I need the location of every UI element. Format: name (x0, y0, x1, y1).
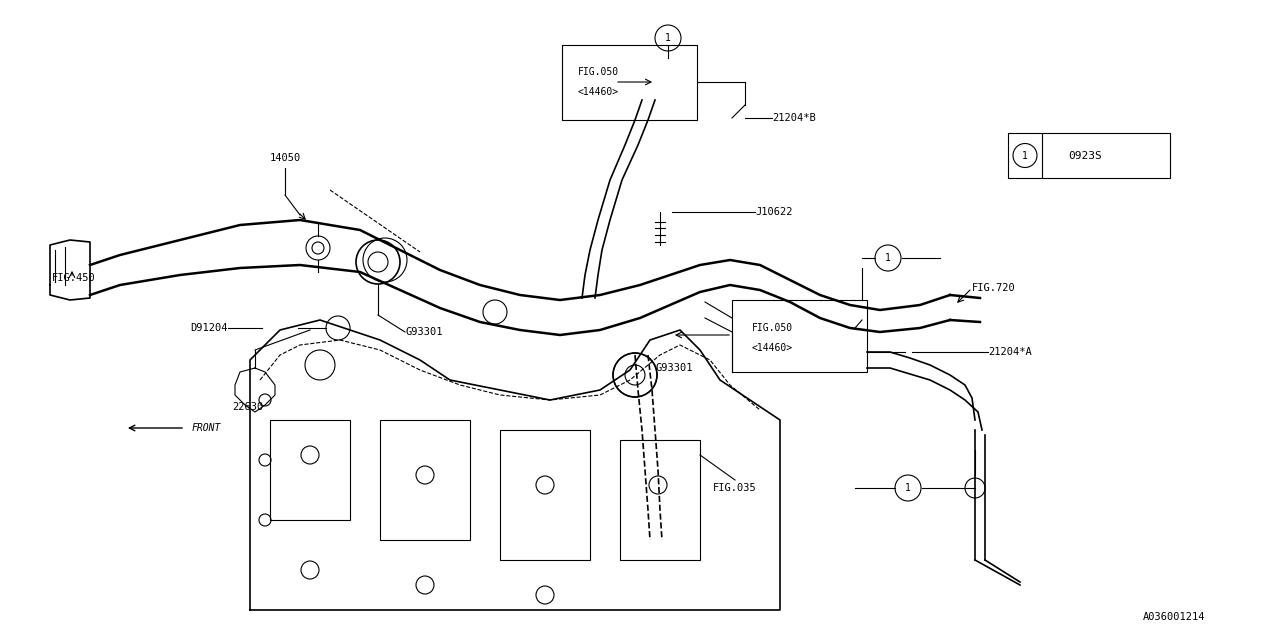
Text: FRONT: FRONT (192, 423, 221, 433)
Bar (620, 440, 700, 560)
Bar (562, 45, 698, 120)
Text: G93301: G93301 (655, 363, 692, 373)
Text: FIG.035: FIG.035 (713, 483, 756, 493)
Text: 21204*A: 21204*A (988, 347, 1032, 357)
Bar (1009, 133, 1170, 178)
Bar (500, 430, 590, 560)
Text: A036001214: A036001214 (1143, 612, 1204, 622)
Text: <14460>: <14460> (577, 87, 618, 97)
Text: FIG.050: FIG.050 (751, 323, 792, 333)
Text: 0923S: 0923S (1068, 150, 1102, 161)
Text: <14460>: <14460> (751, 343, 792, 353)
Text: FIG.720: FIG.720 (972, 283, 1016, 293)
Text: 1: 1 (884, 253, 891, 263)
Text: FIG.450: FIG.450 (52, 273, 96, 283)
Text: 1: 1 (1021, 150, 1028, 161)
Text: D91204: D91204 (191, 323, 228, 333)
Text: 1: 1 (905, 483, 911, 493)
Text: G93301: G93301 (404, 327, 443, 337)
Text: 1: 1 (666, 33, 671, 43)
Bar (732, 300, 867, 372)
Text: 22630: 22630 (233, 402, 264, 412)
Text: 21204*B: 21204*B (772, 113, 815, 123)
Text: 14050: 14050 (269, 153, 301, 163)
Bar (380, 420, 470, 540)
Text: FIG.050: FIG.050 (577, 67, 618, 77)
Text: J10622: J10622 (755, 207, 792, 217)
Bar (270, 420, 349, 520)
